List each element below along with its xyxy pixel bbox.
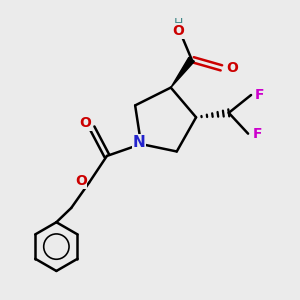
Polygon shape	[171, 57, 194, 88]
Text: O: O	[226, 61, 238, 75]
Text: O: O	[80, 116, 92, 130]
Text: O: O	[172, 24, 184, 38]
Text: F: F	[252, 127, 262, 141]
Text: N: N	[133, 135, 146, 150]
Text: H: H	[173, 17, 183, 30]
Text: F: F	[255, 88, 265, 102]
Text: O: O	[75, 174, 87, 188]
